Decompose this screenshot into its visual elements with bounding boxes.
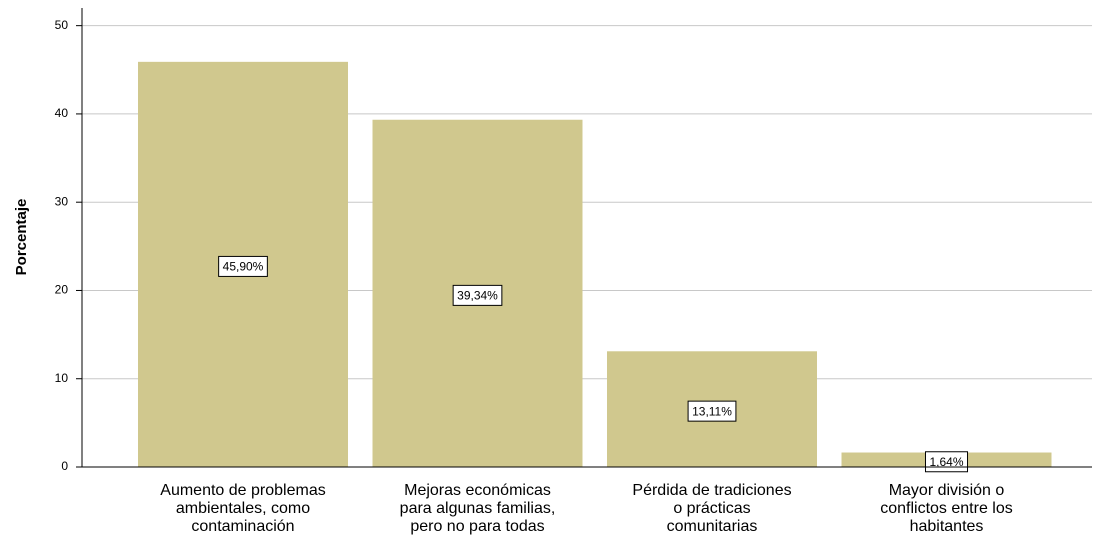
y-tick-label: 10 <box>55 371 69 385</box>
x-tick-label: habitantes <box>910 518 984 535</box>
y-tick-label: 0 <box>61 459 68 473</box>
x-tick-label: ambientales, como <box>176 500 310 517</box>
y-tick-label: 30 <box>55 194 69 208</box>
y-axis-label: Porcentaje <box>13 199 30 276</box>
x-tick-label: contaminación <box>191 518 294 535</box>
x-tick-label: conflictos entre los <box>880 500 1013 517</box>
y-tick-label: 50 <box>55 18 69 32</box>
x-tick-label: Mejoras económicas <box>404 482 551 499</box>
value-label: 45,90% <box>223 260 264 274</box>
value-label: 1,64% <box>929 455 963 469</box>
value-label: 13,11% <box>692 404 732 418</box>
x-tick-label: Aumento de problemas <box>160 482 325 499</box>
value-label-box <box>687 400 737 422</box>
y-tick-label: 20 <box>55 283 69 297</box>
x-tick-label: para algunas familias, <box>400 500 556 517</box>
value-label-box <box>218 255 268 277</box>
x-tick-label: o prácticas <box>673 500 750 517</box>
value-label: 39,34% <box>457 289 498 303</box>
y-tick-label: 40 <box>55 106 69 120</box>
x-tick-label: comunitarias <box>667 518 758 535</box>
x-tick-label: pero no para todas <box>410 518 544 535</box>
x-tick-label: Pérdida de tradiciones <box>632 482 791 499</box>
value-label-box <box>452 284 503 306</box>
x-tick-label: Mayor división o <box>889 482 1005 499</box>
